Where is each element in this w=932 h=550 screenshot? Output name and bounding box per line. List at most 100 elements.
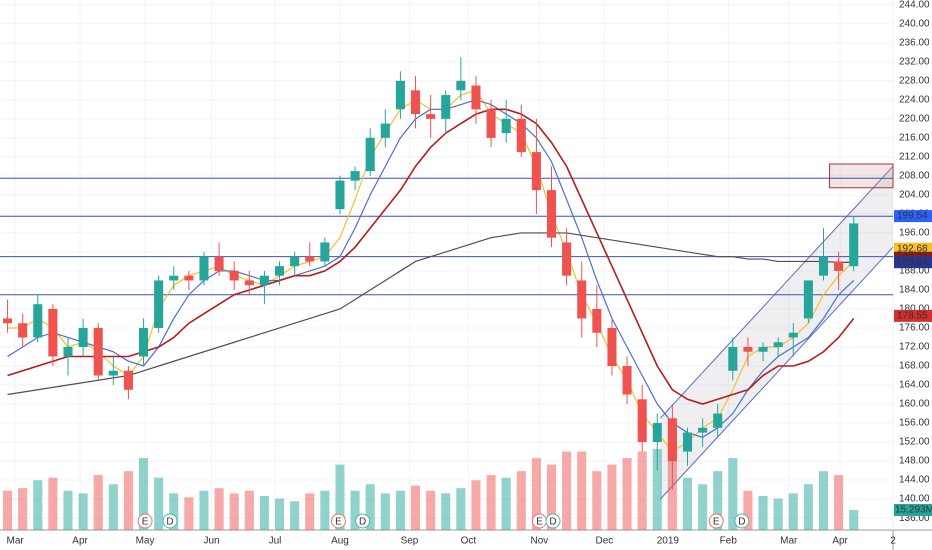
candle-body [275, 266, 285, 276]
price-label-bg [894, 256, 932, 269]
x-tick-label: Aug [331, 536, 349, 547]
candle-body [335, 180, 345, 210]
candle-body [728, 346, 738, 371]
candle-body [395, 80, 405, 110]
event-marker [708, 513, 724, 529]
y-tick-label: 216.00 [899, 132, 930, 143]
x-tick-label: Feb [720, 536, 738, 547]
volume-bar [743, 490, 753, 530]
x-tick-label: 2019 [657, 536, 680, 547]
y-tick-label: 136.00 [899, 513, 930, 524]
candle-body [244, 280, 254, 286]
volume-bar [18, 488, 28, 530]
event-marker [330, 513, 346, 529]
candle-body [592, 308, 602, 333]
y-tick-label: 188.00 [899, 266, 930, 277]
volume-bar [365, 484, 375, 530]
volume-bar [592, 471, 602, 530]
candle-body [93, 327, 103, 376]
candle-body [682, 432, 693, 452]
volume-bar [184, 497, 194, 530]
volume-bar [471, 480, 481, 530]
candle-body [546, 190, 557, 238]
candle-body [63, 346, 73, 357]
candle-body [818, 256, 829, 276]
volume-bar [380, 493, 390, 530]
volume-bar [48, 477, 58, 530]
candle-body [652, 423, 662, 443]
event-label: E [536, 517, 543, 528]
candle-body [365, 137, 375, 172]
volume-bar [698, 484, 708, 530]
x-tick-label: Jun [203, 536, 219, 547]
y-tick-label: 168.00 [899, 361, 930, 372]
y-tick-label: 144.00 [899, 475, 930, 486]
volume-bar [214, 488, 224, 530]
y-tick-label: 196.00 [899, 228, 930, 239]
moving-average [7, 232, 854, 396]
volume-bar [562, 451, 572, 530]
volume-bar [320, 490, 330, 530]
y-tick-label: 224.00 [899, 94, 930, 105]
x-tick-label: Mar [6, 536, 24, 547]
candle-body [834, 261, 844, 271]
y-tick-label: 204.00 [899, 190, 930, 201]
candle-body [637, 399, 647, 443]
channel-line [659, 166, 894, 419]
candle-body [788, 332, 798, 338]
y-tick-label: 152.00 [899, 437, 930, 448]
y-tick-label: 228.00 [899, 75, 930, 86]
event-label: D [738, 517, 745, 528]
volume-bar [33, 480, 43, 530]
x-tick-label: Sep [401, 536, 419, 547]
x-tick-label: Nov [531, 536, 549, 547]
y-tick-label: 180.00 [899, 304, 930, 315]
volume-bar [395, 490, 405, 530]
y-tick-label: 172.00 [899, 342, 930, 353]
volume-bar [486, 475, 496, 530]
y-tick-label: 140.00 [899, 494, 930, 505]
candle-body [471, 85, 481, 110]
zone-box [829, 163, 894, 189]
y-tick-label: 208.00 [899, 171, 930, 182]
volume-bar [622, 458, 632, 530]
volume-bar [682, 477, 693, 530]
event-label: D [359, 517, 366, 528]
candle-body [622, 366, 632, 395]
price-label-bg [894, 210, 932, 223]
y-tick-label: 236.00 [899, 37, 930, 48]
candle-body [758, 346, 768, 352]
candle-body [123, 370, 133, 390]
volume-bar [577, 451, 587, 530]
candle-body [577, 280, 587, 319]
candle-body [184, 275, 194, 281]
volume-bar [456, 488, 466, 530]
volume-bar [350, 490, 360, 530]
volume-bar [290, 501, 300, 530]
x-tick-label: Mar [780, 536, 798, 547]
event-marker [137, 513, 153, 529]
volume-bar [78, 493, 88, 530]
x-tick-label: Dec [596, 536, 614, 547]
candle-body [426, 114, 436, 119]
volume-bar [63, 490, 73, 530]
candle-body [169, 275, 179, 281]
candle-body [18, 323, 28, 338]
volume-bar [834, 475, 844, 530]
candle-body [380, 123, 390, 138]
event-label: E [142, 517, 149, 528]
volume-bar [154, 477, 164, 530]
price-label-bg [894, 309, 932, 322]
price-label: 178.55 [897, 311, 928, 322]
candle-body [3, 318, 13, 324]
volume-bar [305, 493, 315, 530]
volume-bar [93, 475, 103, 530]
price-label-bg [894, 242, 932, 255]
volume-bar [108, 484, 118, 530]
volume-bar [652, 448, 662, 530]
candle-body [48, 308, 58, 357]
event-label: E [335, 517, 342, 528]
volume-bar [169, 493, 179, 530]
volume-bar [426, 490, 436, 530]
candle-body [229, 270, 239, 281]
